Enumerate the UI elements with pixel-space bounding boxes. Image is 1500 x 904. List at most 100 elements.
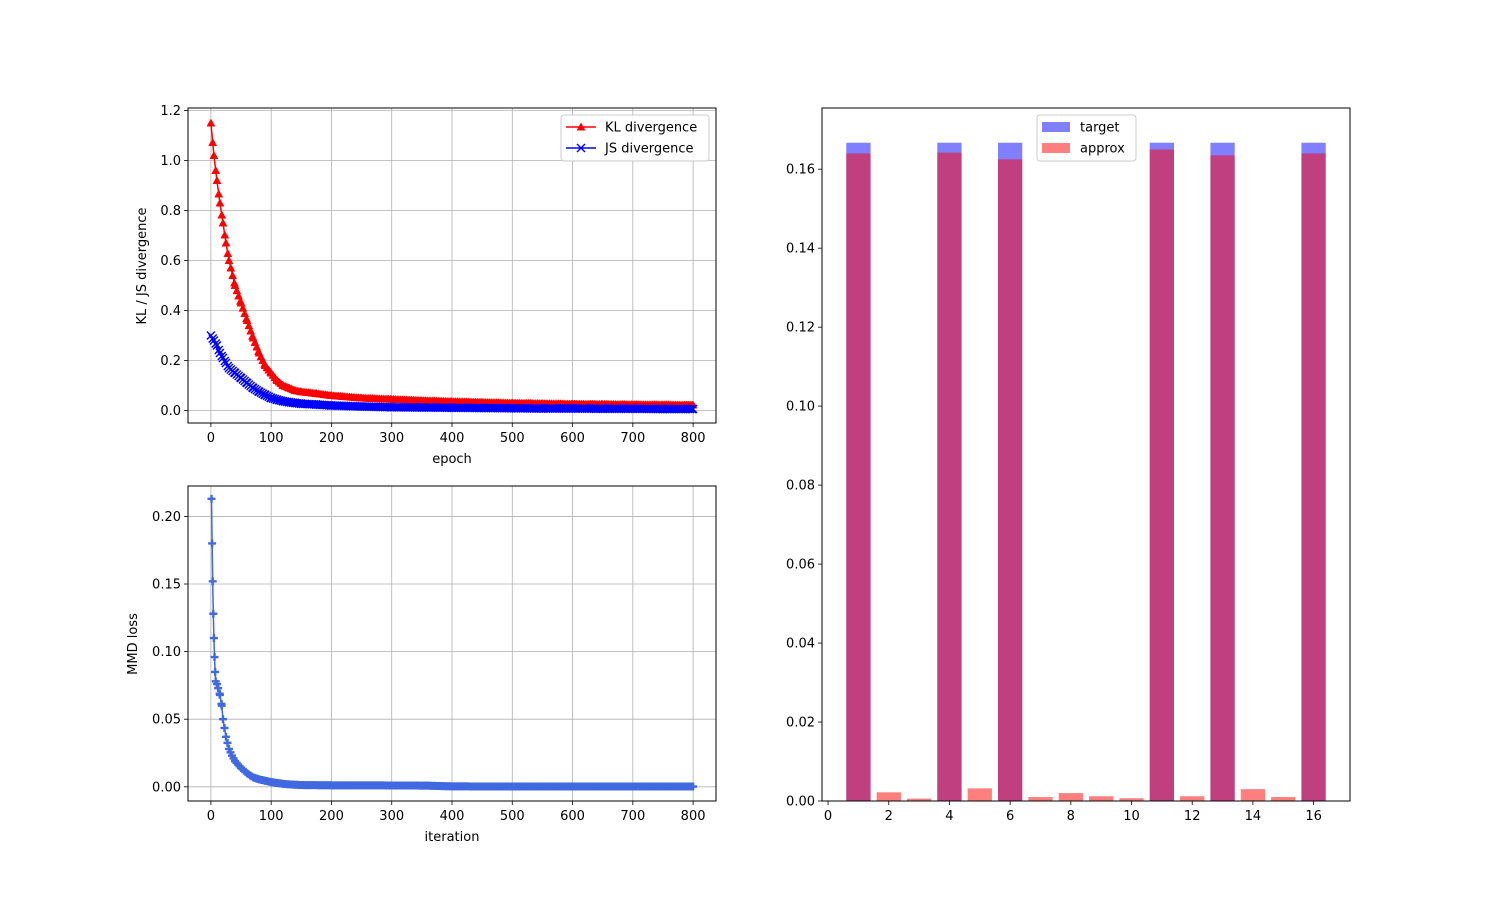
x-tick-label: 500 bbox=[500, 809, 525, 824]
x-tick-label: 4 bbox=[945, 809, 953, 824]
approx-bar bbox=[937, 152, 962, 802]
x-tick-label: 16 bbox=[1305, 809, 1322, 824]
kl-ylabel: KL / JS divergence bbox=[135, 208, 150, 325]
mmd-axes-frame bbox=[187, 485, 717, 802]
approx-bar bbox=[1149, 149, 1174, 801]
kl-point bbox=[206, 118, 216, 127]
y-tick-label: 0.4 bbox=[160, 304, 181, 319]
js-point bbox=[685, 404, 695, 414]
approx-bar bbox=[1028, 797, 1053, 801]
mmd-xlabel: iteration bbox=[425, 830, 480, 845]
mmd-point bbox=[208, 539, 217, 548]
kl-point bbox=[215, 198, 225, 207]
approx-legend-label: approx bbox=[1080, 142, 1125, 157]
x-tick-label: 0 bbox=[824, 809, 832, 824]
approx-bar bbox=[1240, 789, 1266, 801]
y-tick-label: 0.02 bbox=[786, 716, 815, 731]
target-legend-swatch bbox=[1042, 122, 1070, 132]
kl-point bbox=[218, 218, 228, 227]
kl-point bbox=[223, 248, 233, 257]
x-tick-label: 10 bbox=[1123, 809, 1140, 824]
y-tick-label: 0.10 bbox=[152, 645, 181, 660]
kl-xlabel: epoch bbox=[432, 452, 472, 467]
kl-point bbox=[217, 210, 227, 219]
kl-legend-marker bbox=[576, 122, 586, 131]
mmd-point bbox=[218, 715, 227, 724]
kl-point bbox=[211, 165, 221, 174]
kl-point bbox=[221, 238, 231, 247]
kl-point bbox=[212, 175, 222, 184]
y-tick-label: 0.14 bbox=[786, 242, 815, 257]
x-tick-label: 600 bbox=[560, 809, 585, 824]
js-markers bbox=[206, 331, 698, 414]
target-legend-label: target bbox=[1080, 121, 1120, 136]
x-tick-label: 300 bbox=[379, 809, 404, 824]
bar-axes-frame bbox=[821, 107, 1351, 802]
mmd-point bbox=[207, 494, 216, 503]
js-point bbox=[214, 345, 224, 355]
y-tick-label: 0.16 bbox=[786, 163, 815, 178]
approx-bar bbox=[1271, 797, 1296, 801]
y-tick-label: 0.04 bbox=[786, 637, 815, 652]
y-tick-label: 0.20 bbox=[152, 510, 181, 525]
mmd-point bbox=[208, 577, 217, 586]
mmd-point bbox=[220, 723, 229, 732]
grid-lines bbox=[188, 486, 716, 801]
kl-legend-box bbox=[560, 114, 710, 162]
approx-bar bbox=[1119, 798, 1144, 801]
kl-js-series bbox=[206, 118, 698, 414]
bar-legend: target approx bbox=[1036, 114, 1137, 162]
mmd-point bbox=[209, 609, 218, 618]
js-legend-label: JS divergence bbox=[604, 142, 694, 157]
x-tick-label: 400 bbox=[440, 809, 465, 824]
kl-point bbox=[209, 150, 219, 159]
y-tick-label: 0.10 bbox=[786, 400, 815, 415]
approx-bar bbox=[1058, 793, 1083, 801]
approx-bar bbox=[906, 798, 932, 801]
kl-js-divergence-chart: epoch KL / JS divergence 0 100 200 300 400 50… bbox=[135, 104, 717, 467]
bars bbox=[846, 142, 1326, 802]
x-tick-label: 700 bbox=[620, 431, 645, 446]
approx-bar bbox=[1089, 796, 1114, 801]
x-tick-label: 800 bbox=[681, 809, 706, 824]
mmd-point bbox=[212, 680, 221, 689]
x-tick-label: 0 bbox=[207, 809, 215, 824]
mmd-loss-chart: iteration MMD loss 0 100 200 300 400 500 600 70… bbox=[126, 485, 717, 845]
x-tick-label: 2 bbox=[885, 809, 893, 824]
x-tick-label: 700 bbox=[620, 809, 645, 824]
mmd-point bbox=[210, 653, 219, 662]
kl-point bbox=[208, 137, 218, 146]
approx-legend-swatch bbox=[1042, 143, 1070, 153]
mmd-point bbox=[223, 738, 232, 747]
x-tick-label: 400 bbox=[440, 431, 465, 446]
kl-legend: KL divergence JS divergence bbox=[560, 114, 710, 162]
y-tick-label: 1.2 bbox=[160, 104, 181, 119]
mmd-ylabel: MMD loss bbox=[126, 613, 141, 675]
js-point bbox=[687, 404, 697, 414]
x-tick-label: 6 bbox=[1006, 809, 1014, 824]
kl-point bbox=[228, 270, 238, 279]
approx-bar bbox=[998, 159, 1023, 802]
kl-point bbox=[226, 263, 236, 272]
mmd-point bbox=[217, 701, 226, 710]
mmd-point bbox=[689, 782, 698, 791]
kl-axes-frame bbox=[187, 107, 717, 424]
y-tick-label: 1.0 bbox=[160, 154, 181, 169]
approx-bar bbox=[1180, 796, 1205, 801]
mmd-point bbox=[211, 667, 220, 676]
approx-bar bbox=[967, 788, 992, 801]
y-tick-label: 0.15 bbox=[152, 578, 181, 593]
js-point bbox=[688, 404, 698, 414]
y-tick-label: 0.05 bbox=[152, 713, 181, 728]
kl-point bbox=[220, 230, 230, 239]
y-tick-label: 0.6 bbox=[160, 254, 181, 269]
x-tick-label: 200 bbox=[319, 431, 344, 446]
kl-legend-label: KL divergence bbox=[605, 121, 697, 136]
x-tick-label: 100 bbox=[259, 431, 284, 446]
mmd-markers bbox=[207, 494, 698, 791]
mmd-point bbox=[215, 690, 224, 699]
y-tick-label: 0.08 bbox=[786, 479, 815, 494]
approx-bar bbox=[1301, 153, 1326, 801]
